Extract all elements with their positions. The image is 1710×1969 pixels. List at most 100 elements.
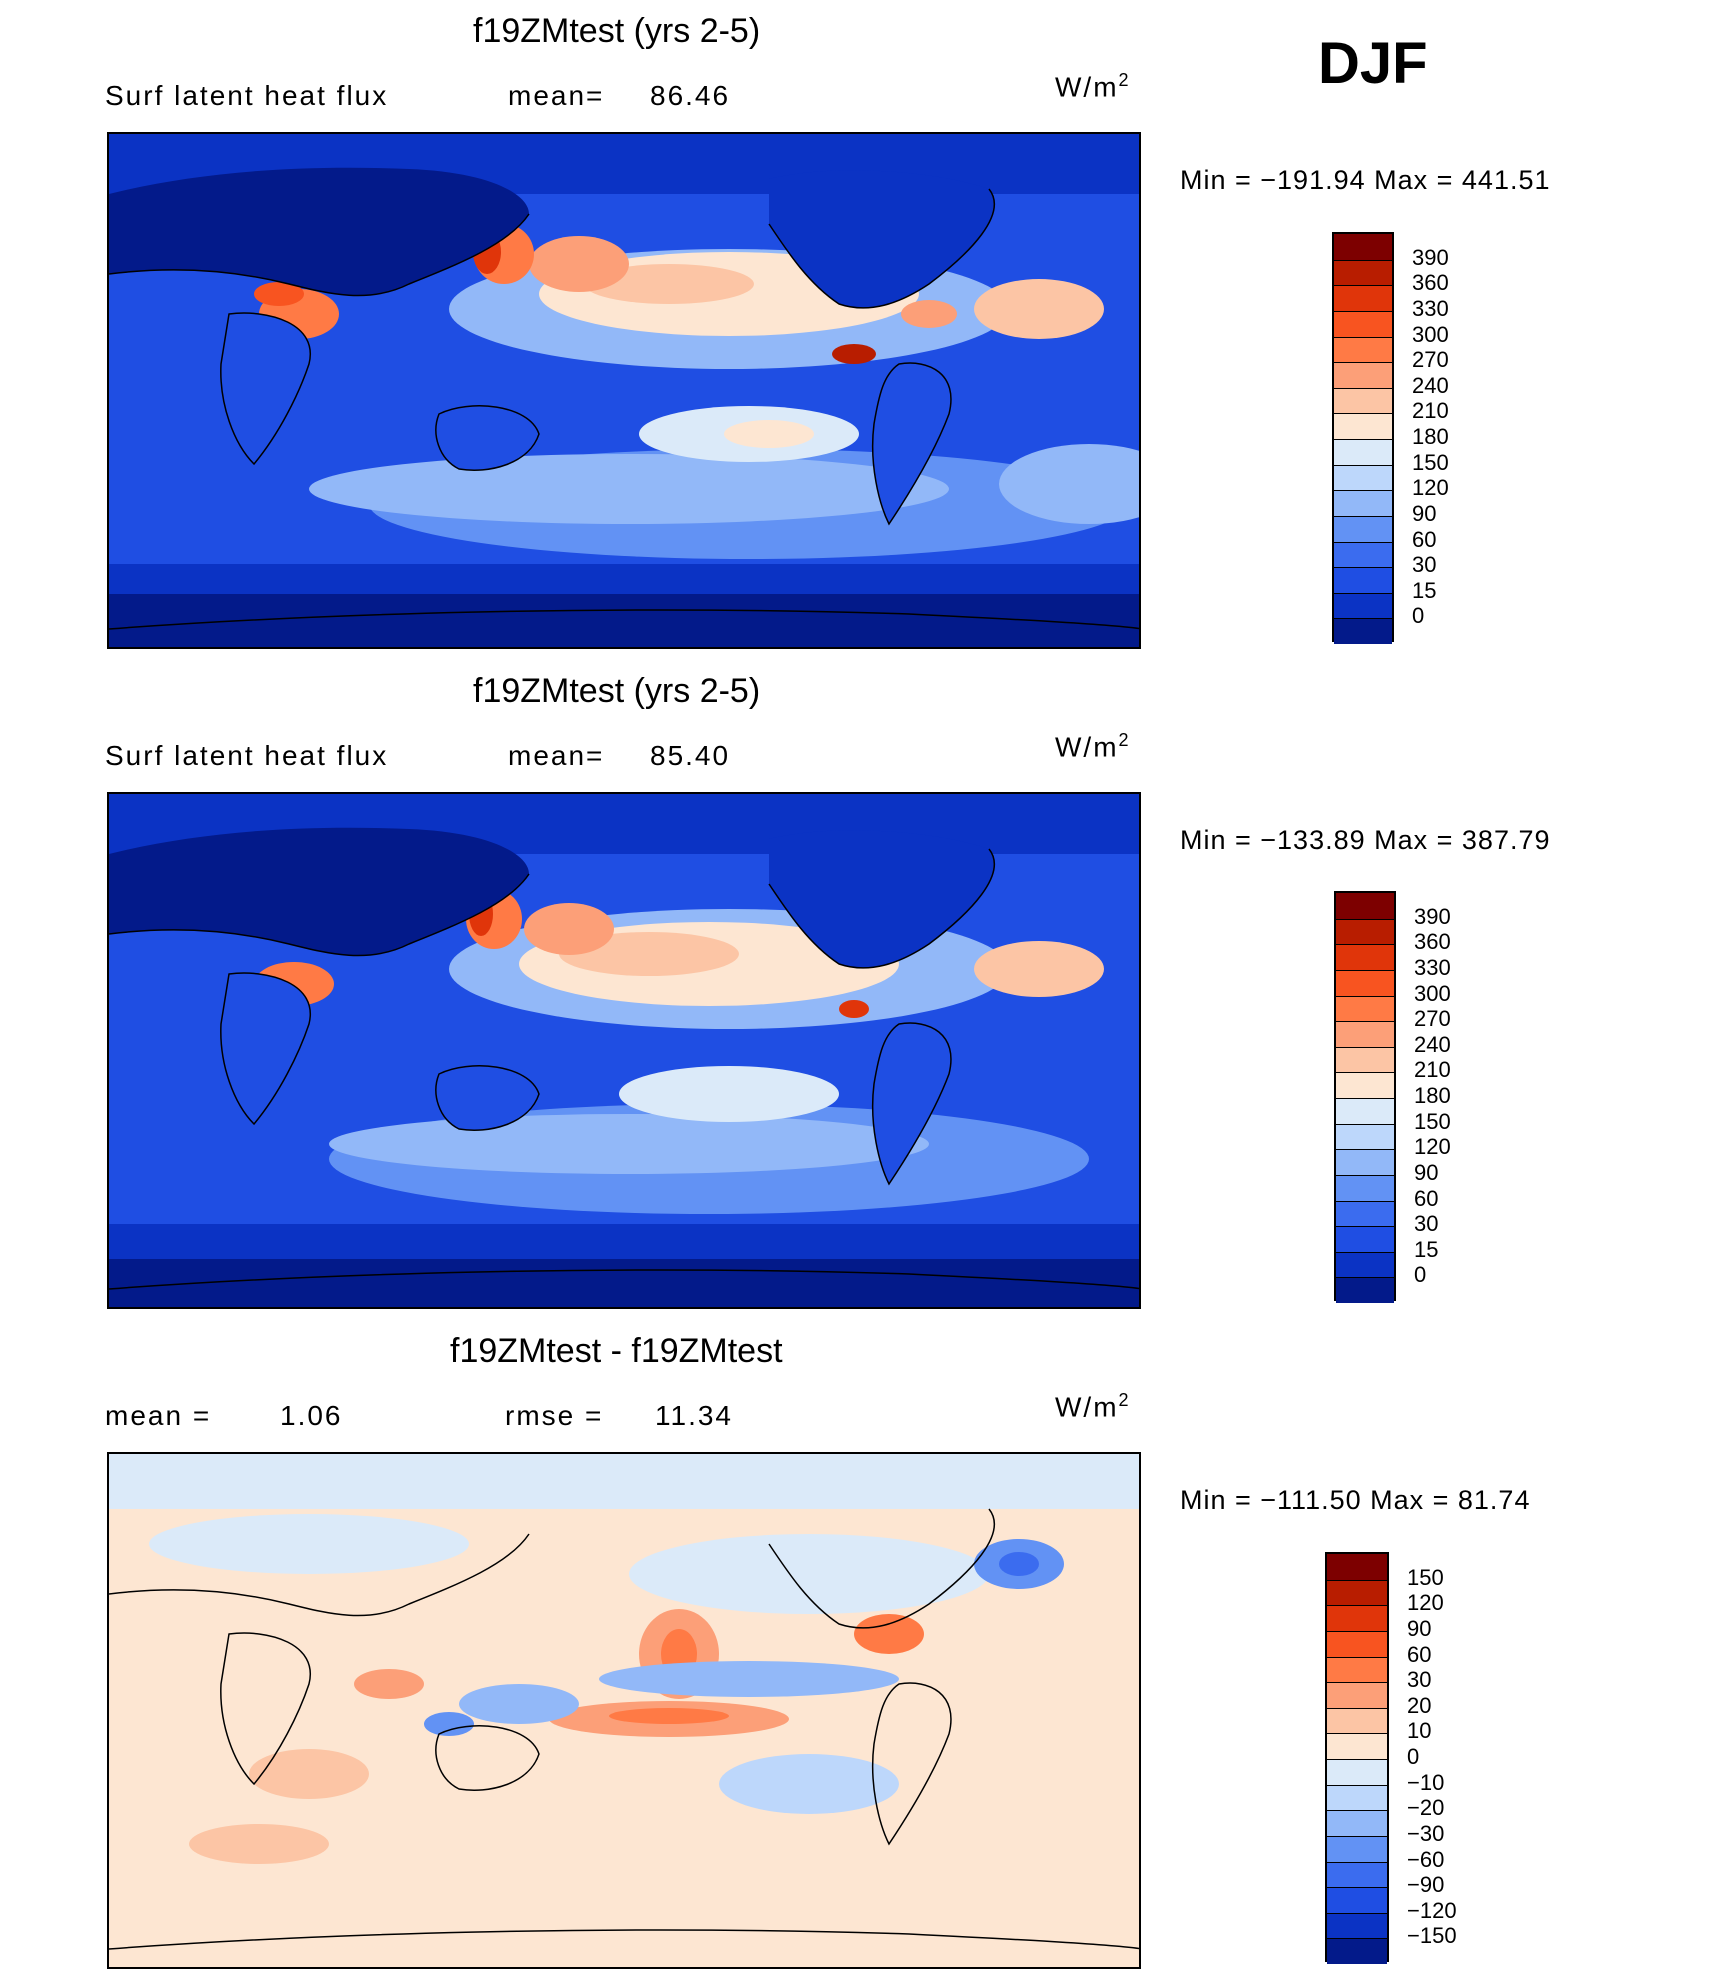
colorbar-segment [1336, 995, 1394, 1022]
colorbar-tick-label: −10 [1407, 1769, 1445, 1795]
colorbar-segment [1334, 259, 1392, 286]
colorbar-segment [1327, 1938, 1387, 1964]
colorbar-segment [1327, 1861, 1387, 1888]
colorbar-tick-label: 390 [1414, 903, 1451, 929]
colorbar-segment [1336, 969, 1394, 996]
colorbar-segment [1336, 1200, 1394, 1227]
mean-value: 1.06 [280, 1400, 343, 1431]
colorbar-tick-label: 60 [1407, 1641, 1432, 1667]
colorbar-segment [1327, 1656, 1387, 1683]
colorbar-tick-label: 210 [1412, 398, 1449, 424]
mean-value: 85.40 [650, 740, 731, 771]
colorbar-segment [1327, 1810, 1387, 1836]
mean-label: mean= [508, 80, 605, 111]
colorbar-segment [1336, 1072, 1394, 1098]
colorbar-tick-label: 300 [1414, 980, 1451, 1006]
colorbar-segment [1327, 1835, 1387, 1862]
rmse-value: 11.34 [655, 1400, 733, 1431]
colorbar-segment [1334, 285, 1392, 311]
colorbar-tick-label: 30 [1412, 552, 1437, 578]
colorbar-tick-label: 90 [1414, 1159, 1439, 1185]
colorbar-tick-label: 0 [1407, 1744, 1420, 1769]
colorbar-segment [1327, 1912, 1387, 1939]
colorbar-tick-label: 120 [1407, 1590, 1444, 1616]
colorbar-box [1334, 891, 1396, 1303]
colorbar-tick-label: −60 [1407, 1846, 1445, 1872]
contour-map [109, 1454, 1139, 1967]
panel-title: f19ZMtest (yrs 2-5) [473, 672, 761, 710]
colorbar-segment [1327, 1707, 1387, 1734]
colorbar-segment [1336, 918, 1394, 945]
contour-map [109, 794, 1139, 1307]
colorbar-tick-label: 15 [1414, 1236, 1439, 1262]
colorbar-tick-label: 270 [1412, 347, 1449, 373]
season-label: DJF [1318, 31, 1428, 96]
colorbar-tick-label: 90 [1407, 1615, 1432, 1641]
colorbar-tick-label: 330 [1414, 954, 1451, 980]
colorbar-tick-label: 20 [1407, 1692, 1432, 1718]
colorbar-segment [1336, 1174, 1394, 1201]
colorbar-segment [1336, 893, 1394, 919]
colorbar-tick-label: 270 [1414, 1006, 1451, 1032]
colorbar-segment [1336, 1149, 1394, 1175]
colorbar-segment [1327, 1759, 1387, 1785]
colorbar-tick-label: −20 [1407, 1795, 1445, 1821]
min-max-readout: Min = −111.50 Max = 81.74 [1180, 1485, 1531, 1515]
colorbar-segment [1327, 1579, 1387, 1606]
colorbar-tick-label: −90 [1407, 1872, 1445, 1898]
panel-title: f19ZMtest - f19ZMtest [450, 1332, 783, 1370]
colorbar-segment [1327, 1630, 1387, 1657]
contour-map [109, 134, 1139, 647]
colorbar-segment [1327, 1887, 1387, 1913]
colorbar-segment [1327, 1554, 1387, 1580]
units-label: W/m2 [1055, 70, 1131, 103]
colorbar-box [1325, 1552, 1389, 1964]
colorbar-segment [1334, 362, 1392, 388]
colorbar-segment [1334, 464, 1392, 491]
colorbar-tick-label: 330 [1412, 295, 1449, 321]
colorbar-2: 390 360 330 300 270 240 210 180 150 120 90 60 30 15 0 [1334, 891, 1494, 1303]
map-panel-2 [107, 792, 1141, 1309]
map-panel-3 [107, 1452, 1141, 1969]
colorbar-segment [1334, 515, 1392, 542]
colorbar-tick-label: 120 [1414, 1134, 1451, 1160]
colorbar-tick-label: 150 [1412, 449, 1449, 475]
colorbar-tick-label: 0 [1414, 1262, 1427, 1288]
colorbar-tick-label: 120 [1412, 475, 1449, 501]
colorbar-tick-label: 150 [1414, 1108, 1451, 1134]
colorbar-segment [1336, 1098, 1394, 1124]
colorbar-segment [1334, 618, 1392, 644]
colorbar-tick-label: 360 [1414, 929, 1451, 955]
colorbar-tick-label: 10 [1407, 1718, 1432, 1744]
colorbar-tick-label: 15 [1412, 577, 1437, 603]
colorbar-segment [1336, 1021, 1394, 1047]
colorbar-segment [1334, 567, 1392, 593]
units-label: W/m2 [1055, 730, 1131, 763]
colorbar-segment [1327, 1682, 1387, 1708]
colorbar-tick-label: 300 [1412, 321, 1449, 347]
colorbar-1: 390 360 330 300 270 240 210 180 150 120 90 60 30 15 0 [1332, 232, 1492, 644]
colorbar-3: 150 120 90 60 30 20 10 0 −10 −20 −30 −60 −90 −120 −150 [1325, 1552, 1495, 1964]
colorbar-tick-label: 180 [1414, 1083, 1451, 1108]
colorbar-segment [1336, 1046, 1394, 1073]
colorbar-tick-label: −30 [1407, 1820, 1445, 1846]
mean-label: mean= [508, 740, 605, 771]
colorbar-tick-label: 240 [1414, 1031, 1451, 1057]
units-label: W/m2 [1055, 1390, 1131, 1423]
colorbar-segment [1327, 1784, 1387, 1811]
colorbar-tick-label: −120 [1407, 1897, 1457, 1923]
variable-label: Surf latent heat flux [105, 740, 389, 771]
variable-label: Surf latent heat flux [105, 80, 389, 111]
colorbar-tick-label: 30 [1414, 1211, 1439, 1237]
colorbar-segment [1334, 439, 1392, 465]
colorbar-tick-label: 0 [1412, 603, 1425, 629]
colorbar-segment [1334, 387, 1392, 414]
colorbar-segment [1334, 413, 1392, 439]
colorbar-tick-label: 30 [1407, 1667, 1432, 1693]
colorbar-segment [1334, 310, 1392, 337]
colorbar-segment [1334, 541, 1392, 568]
min-max-readout: Min = −191.94 Max = 441.51 [1180, 165, 1551, 195]
colorbar-tick-label: 60 [1412, 526, 1437, 552]
min-max-readout: Min = −133.89 Max = 387.79 [1180, 825, 1551, 855]
colorbar-segment [1336, 1226, 1394, 1252]
